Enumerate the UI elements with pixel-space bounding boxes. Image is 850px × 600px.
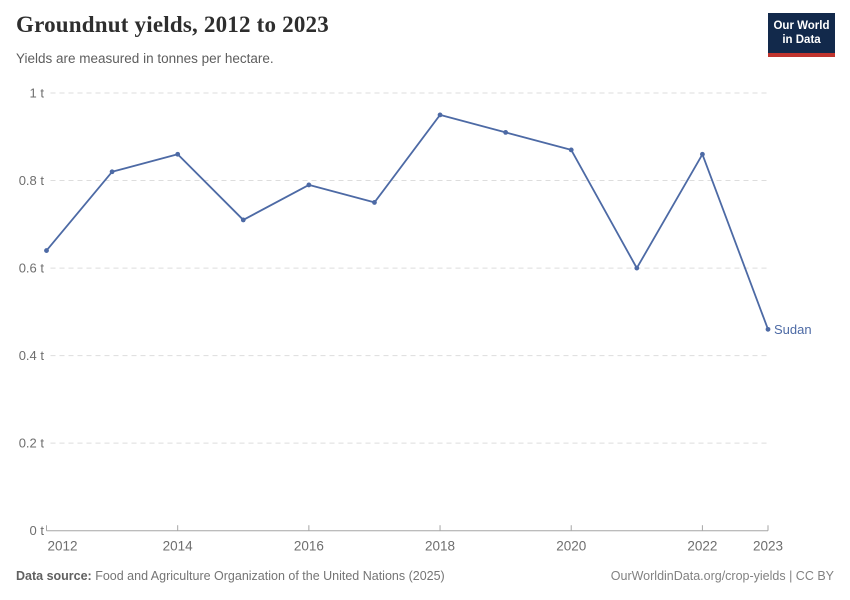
owid-logo-box: Our World in Data xyxy=(768,13,835,53)
data-point[interactable] xyxy=(568,147,574,153)
data-source-label: Data source: xyxy=(16,569,92,583)
data-point[interactable] xyxy=(109,169,115,175)
x-axis-tick-label: 2016 xyxy=(294,539,324,554)
y-axis-tick-label: 0.8 t xyxy=(19,173,45,188)
y-axis-tick-label: 1 t xyxy=(30,86,45,101)
x-axis-tick-label: 2014 xyxy=(163,539,194,554)
data-point[interactable] xyxy=(175,151,181,157)
credit-link[interactable]: OurWorldinData.org/crop-yields | CC BY xyxy=(610,569,834,583)
data-source: Data source: Food and Agriculture Organi… xyxy=(16,569,445,583)
data-point[interactable] xyxy=(503,129,509,135)
page-title: Groundnut yields, 2012 to 2023 xyxy=(16,12,329,37)
data-point[interactable] xyxy=(634,265,640,271)
owid-logo-line1: Our World xyxy=(773,20,830,32)
owid-logo-red-bar xyxy=(768,53,835,57)
data-point[interactable] xyxy=(700,151,705,157)
x-axis-tick-label: 2023 xyxy=(753,539,783,554)
data-point[interactable] xyxy=(372,200,377,205)
x-axis-tick-label: 2018 xyxy=(425,539,455,554)
series-end-label[interactable]: Sudan xyxy=(774,322,812,337)
data-point[interactable] xyxy=(306,182,312,188)
x-axis-tick-label: 2012 xyxy=(48,539,78,554)
owid-logo-line2: in Data xyxy=(782,34,821,46)
chart-footer: Data source: Food and Agriculture Organi… xyxy=(16,569,834,583)
data-point[interactable] xyxy=(44,248,49,253)
data-source-text: Food and Agriculture Organization of the… xyxy=(91,569,445,583)
chart-subtitle: Yields are measured in tonnes per hectar… xyxy=(16,51,274,66)
x-axis-tick-label: 2020 xyxy=(556,539,586,554)
series-line[interactable] xyxy=(45,113,769,331)
data-point[interactable] xyxy=(765,326,771,332)
data-point[interactable] xyxy=(240,217,246,223)
data-point[interactable] xyxy=(437,112,443,118)
y-axis-tick-label: 0.6 t xyxy=(19,261,45,276)
x-axis-tick-label: 2022 xyxy=(687,539,717,554)
y-axis-tick-label: 0.2 t xyxy=(19,436,45,451)
y-axis-tick-label: 0 t xyxy=(30,523,45,538)
y-axis-tick-label: 0.4 t xyxy=(19,348,45,363)
owid-logo[interactable]: Our World in Data xyxy=(768,13,835,57)
